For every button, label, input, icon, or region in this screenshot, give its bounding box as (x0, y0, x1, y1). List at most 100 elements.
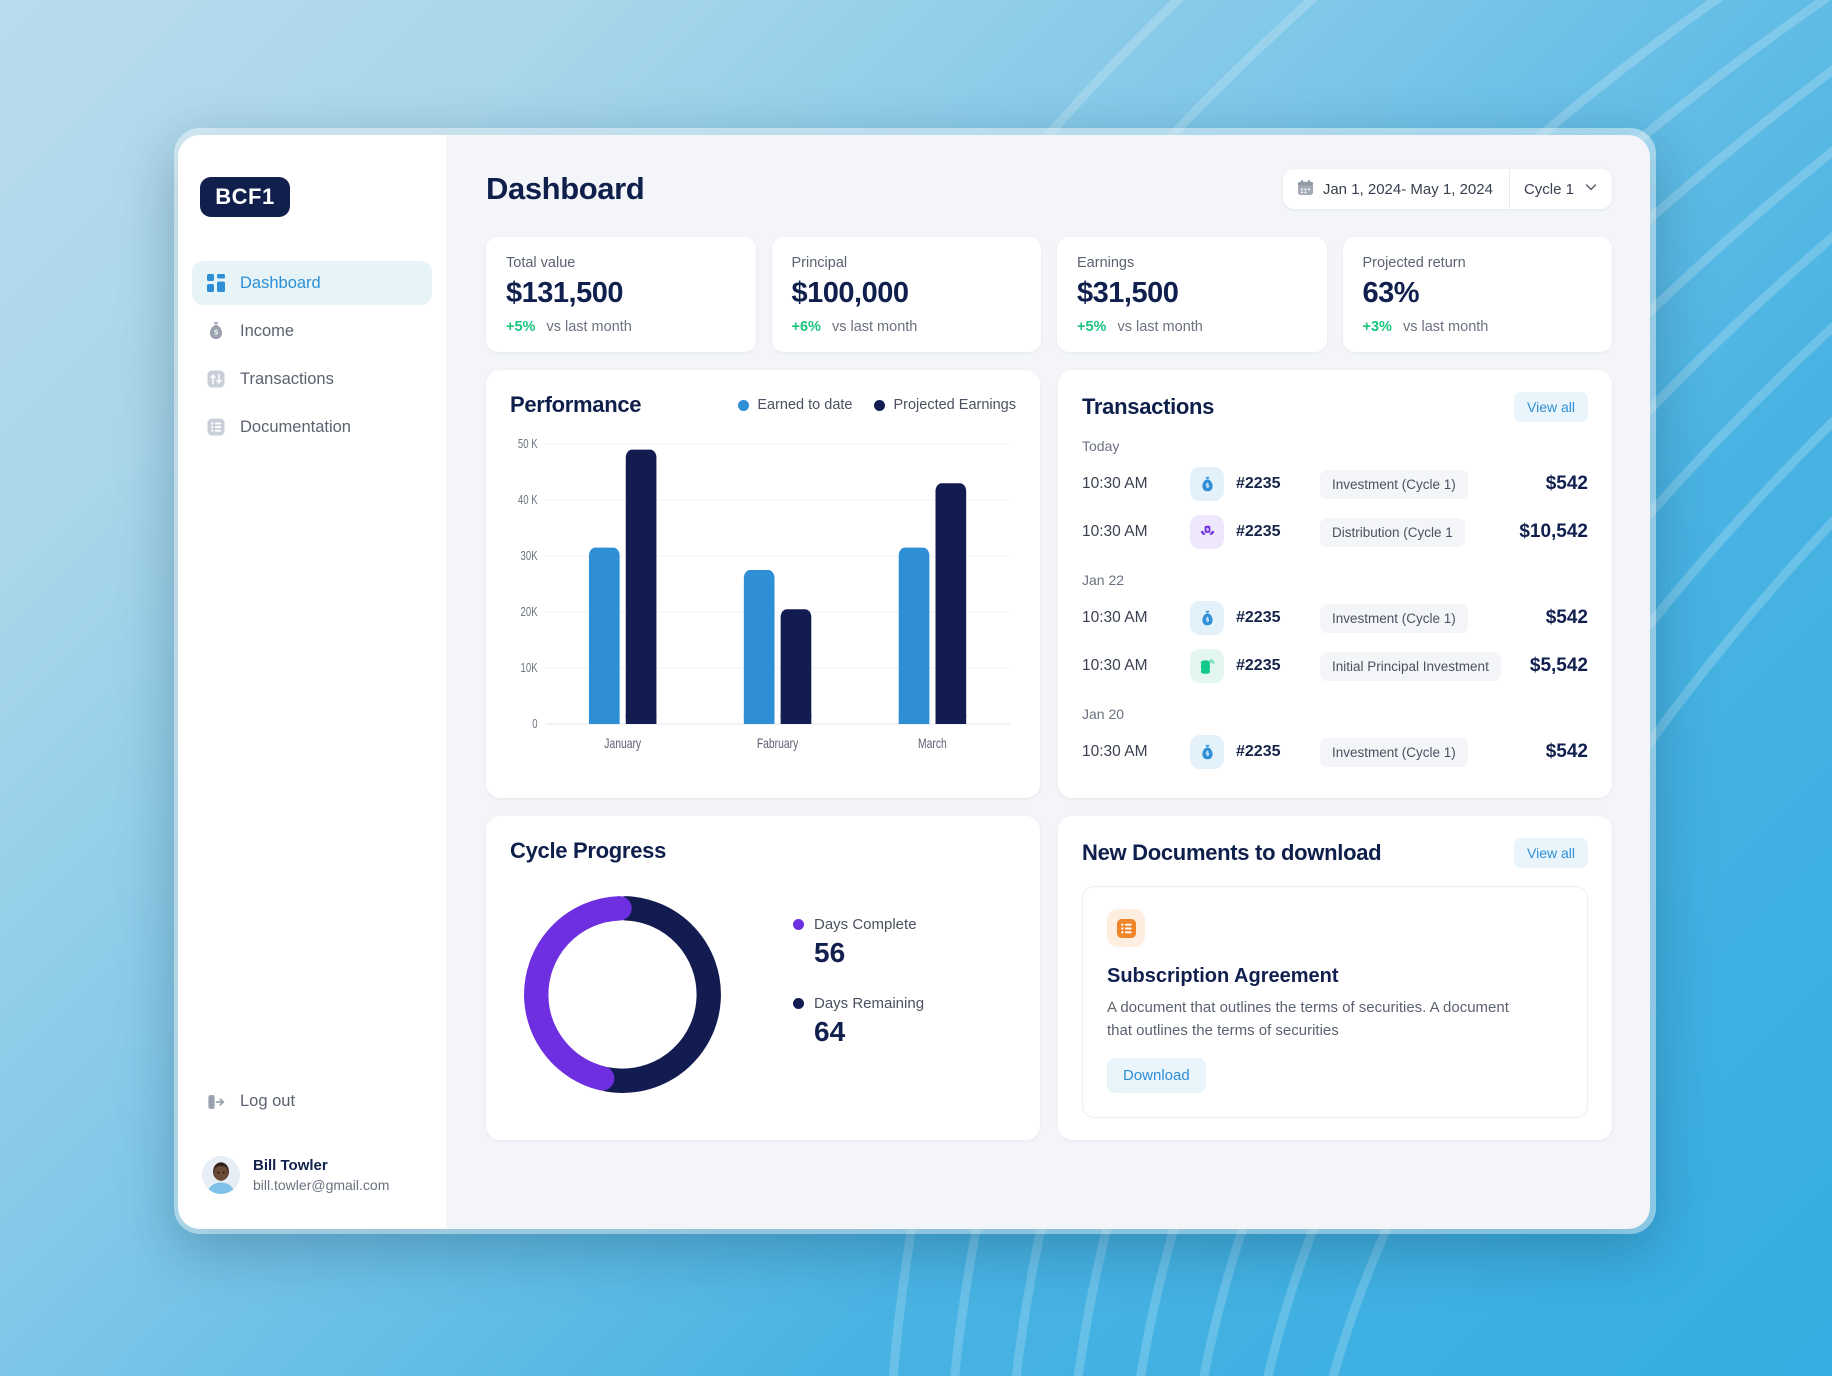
svg-text:50 K: 50 K (518, 438, 538, 451)
legend-swatch (738, 399, 750, 411)
chart-bar (625, 449, 657, 724)
stat-card-projected-return: Projected return 63% +3% vs last month (1342, 237, 1612, 352)
transaction-amount: $5,542 (1529, 655, 1588, 676)
sidebar-item-label: Dashboard (240, 273, 321, 292)
sidebar-spacer (178, 453, 446, 1082)
donut-segment (524, 896, 721, 1093)
chart-bar (588, 547, 620, 724)
legend-label: Projected Earnings (893, 397, 1016, 413)
stat-delta: +6% (791, 319, 821, 335)
download-button[interactable]: Download (1107, 1058, 1206, 1093)
legend-item-earned: Earned to date (738, 397, 852, 413)
transaction-id: #2235 (1236, 609, 1281, 626)
transaction-group-label: Jan 20 (1082, 706, 1125, 722)
stat-label: Total value (506, 255, 576, 271)
transaction-row[interactable]: 10:30 AM $ #2235 Distribution (Cycle 1 $10,… (1082, 508, 1588, 556)
sidebar-item-documentation[interactable]: Documentation (192, 405, 432, 449)
sidebar-item-income[interactable]: $ Income (192, 309, 432, 353)
transaction-amount: $542 (1545, 607, 1588, 628)
chart-x-tick-label: Fabruary (757, 736, 798, 752)
stat-footer: +3% vs last month (1363, 319, 1593, 335)
performance-panel: Performance Earned to date Projected Ear… (486, 370, 1040, 798)
svg-text:40 K: 40 K (518, 494, 538, 507)
profile-name: Bill Towler (253, 1156, 328, 1174)
logout-button[interactable]: Log out (178, 1082, 446, 1122)
page-title: Dashboard (486, 171, 645, 206)
cycle-select-value: Cycle 1 (1523, 180, 1574, 198)
chart-bar (935, 483, 967, 724)
stat-comparison: vs last month (831, 319, 918, 335)
list-document-icon (1107, 909, 1145, 947)
chart-legend: Earned to date Projected Earnings (738, 397, 1016, 413)
stat-card-earnings: Earnings $31,500 +5% vs last month (1057, 237, 1327, 352)
date-range-button[interactable]: Jan 1, 2024- May 1, 2024 (1283, 169, 1509, 209)
logout-label: Log out (240, 1092, 296, 1111)
user-profile[interactable]: Bill Towler bill.towler@gmail.com (178, 1156, 446, 1229)
brand-logo[interactable]: BCF1 (200, 177, 290, 217)
money-bag-icon: $ (1190, 467, 1224, 501)
transaction-tag: Distribution (Cycle 1 (1320, 517, 1465, 547)
transaction-group-label: Today (1082, 438, 1120, 454)
transaction-row[interactable]: 10:30 AM $ #2235 Investment (Cycle 1) $542 (1082, 728, 1588, 776)
transfer-arrows-icon (206, 369, 226, 389)
chart-x-tick-label: January (604, 736, 641, 752)
svg-text:$: $ (1205, 750, 1209, 757)
divider (1508, 169, 1510, 209)
stat-value: $100,000 (791, 277, 909, 309)
transaction-amount: $10,542 (1519, 521, 1588, 542)
document-description: A document that outlines the terms of se… (1107, 999, 1509, 1039)
stat-delta: +3% (1362, 319, 1392, 335)
svg-text:$: $ (1205, 616, 1209, 623)
sidebar-item-transactions[interactable]: Transactions (192, 357, 432, 401)
cycle-legend-row: Days Remaining (793, 995, 924, 1012)
svg-text:$: $ (1205, 527, 1208, 533)
stat-footer: +5% vs last month (506, 319, 736, 335)
stat-comparison: vs last month (546, 319, 632, 335)
transaction-row[interactable]: 10:30 AM $ #2235 Investment (Cycle 1) $542 (1082, 594, 1588, 642)
chart-bar (898, 547, 930, 724)
date-range-text: Jan 1, 2024- May 1, 2024 (1322, 180, 1493, 198)
cycle-progress-title: Cycle Progress (510, 838, 666, 863)
documents-view-all-button[interactable]: View all (1514, 838, 1588, 868)
chevron-down-icon (1584, 180, 1598, 198)
transaction-time: 10:30 AM (1082, 743, 1148, 760)
stat-comparison: vs last month (1117, 319, 1203, 335)
cycle-select[interactable]: Cycle 1 (1510, 169, 1612, 209)
legend-swatch (793, 918, 804, 930)
legend-swatch (874, 399, 886, 411)
transactions-view-all-button[interactable]: View all (1514, 392, 1588, 422)
transactions-panel: Transactions View all Today 10:30 AM $ #22… (1058, 370, 1612, 798)
svg-text:20K: 20K (521, 606, 539, 619)
cycle-legend: Days Complete 56 Days Remaining 64 (769, 916, 924, 1074)
legend-swatch (793, 997, 804, 1009)
stat-delta: +5% (506, 319, 536, 335)
transaction-time: 10:30 AM (1082, 475, 1148, 492)
hands-money-icon: $ (1190, 515, 1224, 549)
documents-header: New Documents to download View all (1082, 838, 1588, 868)
transaction-tag: Investment (Cycle 1) (1320, 603, 1468, 633)
document-card[interactable]: Subscription Agreement A document that o… (1082, 886, 1588, 1118)
transaction-tag: Initial Principal Investment (1320, 651, 1501, 681)
stat-delta: +5% (1077, 319, 1107, 335)
transaction-row[interactable]: 10:30 AM % #2235 Initial Principal Investm… (1082, 642, 1588, 690)
sidebar: BCF1 Dashboard (178, 135, 446, 1229)
chart-bar (780, 609, 812, 724)
cycle-legend-value: 56 (814, 936, 846, 968)
transaction-tag: Investment (Cycle 1) (1320, 469, 1468, 499)
stat-cards: Total value $131,500 +5% vs last month P… (486, 237, 1612, 352)
transactions-header: Transactions View all (1082, 392, 1588, 422)
transactions-title: Transactions (1082, 394, 1215, 419)
stat-footer: +5% vs last month (1077, 319, 1307, 335)
transaction-row[interactable]: 10:30 AM $ #2235 Investment (Cycle 1) $542 (1082, 460, 1588, 508)
sidebar-item-dashboard[interactable]: Dashboard (192, 261, 432, 305)
cycle-legend-item-remaining: Days Remaining 64 (793, 995, 924, 1048)
stat-comparison: vs last month (1402, 319, 1489, 335)
transaction-time: 10:30 AM (1082, 609, 1148, 626)
transaction-id: #2235 (1236, 657, 1281, 674)
stat-label: Earnings (1077, 255, 1135, 271)
stat-card-principal: Principal $100,000 +6% vs last month (771, 237, 1041, 352)
stat-value: 63% (1362, 277, 1420, 309)
cycle-progress-panel: Cycle Progress Days Complete 56 (486, 816, 1040, 1140)
transaction-time: 10:30 AM (1082, 523, 1148, 540)
performance-title: Performance (510, 392, 642, 417)
